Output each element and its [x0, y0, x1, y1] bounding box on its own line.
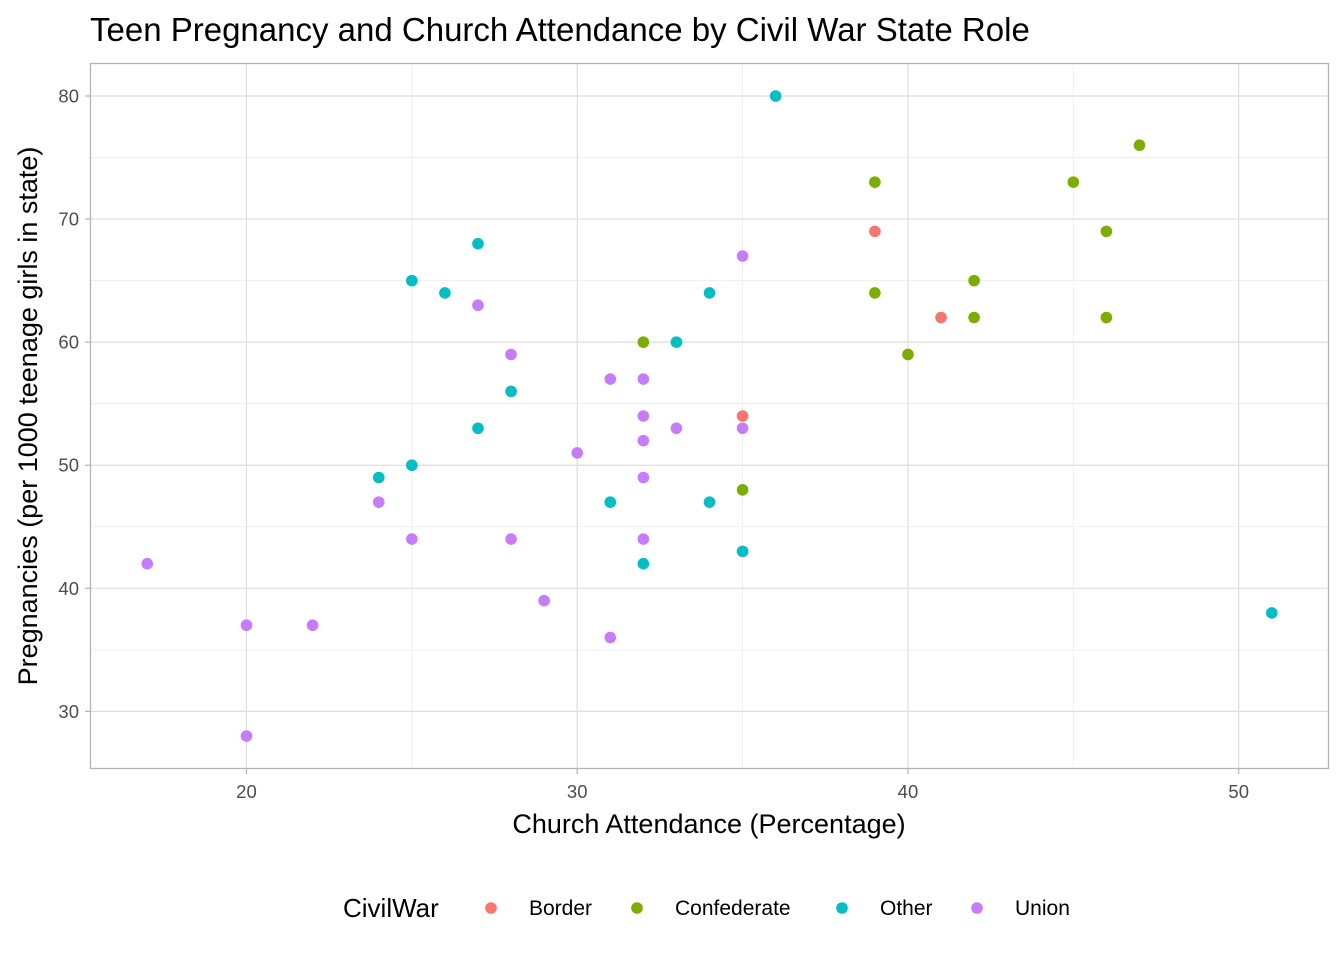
data-point [637, 434, 650, 447]
data-point [968, 311, 980, 324]
data-point [637, 557, 650, 570]
x-tick-label: 50 [1228, 781, 1249, 802]
legend-key [631, 902, 643, 914]
legend-title: CivilWar [343, 893, 439, 923]
data-point [604, 496, 617, 508]
data-point [637, 471, 650, 484]
legend-item-other: Other [836, 897, 933, 920]
series-border [736, 225, 947, 422]
data-point [869, 176, 881, 188]
data-point [372, 471, 385, 484]
y-tick-label: 40 [58, 578, 79, 599]
data-point [141, 557, 154, 570]
legend: CivilWar Border Confederate Other Union [343, 893, 1070, 923]
data-point [703, 496, 716, 508]
chart-title: Teen Pregnancy and Church Attendance by … [90, 11, 1030, 48]
x-tick-label: 40 [898, 781, 919, 802]
data-point [637, 533, 650, 545]
y-tick-label: 60 [58, 332, 79, 353]
data-point [472, 237, 484, 250]
data-point [472, 299, 484, 312]
data-point [505, 348, 517, 361]
data-point [406, 274, 418, 287]
data-point [240, 619, 253, 632]
data-point [372, 496, 385, 508]
legend-key [485, 902, 497, 914]
data-point [736, 545, 749, 558]
data-point [637, 336, 650, 348]
series-confederate [637, 139, 1146, 496]
legend-key [836, 902, 848, 914]
legend-label: Union [1015, 897, 1070, 920]
legend-label: Other [880, 897, 933, 920]
data-point [406, 459, 418, 472]
legend-items: Border Confederate Other Union [485, 897, 1070, 920]
legend-key [971, 902, 983, 914]
legend-item-confederate: Confederate [631, 897, 791, 920]
data-point [505, 385, 517, 398]
y-axis-title: Pregnancies (per 1000 teenage girls in s… [13, 147, 43, 686]
data-point [769, 90, 782, 102]
data-point [736, 484, 749, 496]
data-point [604, 631, 617, 644]
y-tick-label: 80 [58, 86, 79, 107]
x-axis-title: Church Attendance (Percentage) [512, 809, 905, 839]
data-point [869, 287, 881, 299]
series-other [372, 90, 1278, 619]
data-point [736, 250, 749, 262]
data-point [670, 422, 683, 435]
data-point [604, 373, 617, 385]
data-point [637, 410, 650, 422]
data-point [306, 619, 319, 632]
data-point [1100, 225, 1113, 238]
data-point [935, 311, 947, 324]
y-tick-label: 50 [58, 455, 79, 476]
data-point [406, 533, 418, 545]
data-point [240, 730, 253, 742]
data-point [869, 225, 881, 238]
data-point [703, 287, 716, 299]
axis-ticks: 20 30 40 50 30 40 50 60 70 80 [58, 86, 1249, 803]
data-point [670, 336, 683, 348]
data-point [1133, 139, 1146, 152]
legend-label: Border [529, 897, 592, 920]
legend-item-union: Union [971, 897, 1070, 920]
grid [91, 64, 1328, 768]
data-point [968, 274, 980, 287]
data-point [538, 594, 550, 607]
data-point [439, 287, 451, 299]
x-tick-label: 30 [567, 781, 588, 802]
legend-item-border: Border [485, 897, 592, 920]
data-points [141, 90, 1278, 742]
data-point [1100, 311, 1113, 324]
data-point [571, 447, 584, 459]
data-point [736, 410, 749, 422]
data-point [637, 373, 650, 385]
data-point [1067, 176, 1080, 188]
legend-label: Confederate [675, 897, 791, 920]
data-point [736, 422, 749, 435]
data-point [472, 422, 484, 435]
y-tick-label: 30 [58, 701, 79, 722]
data-point [505, 533, 517, 545]
plot-panel [89, 62, 1330, 770]
data-point [902, 348, 914, 361]
series-union [141, 250, 749, 742]
y-tick-label: 70 [58, 209, 79, 230]
x-tick-label: 20 [236, 781, 257, 802]
data-point [1265, 607, 1278, 619]
